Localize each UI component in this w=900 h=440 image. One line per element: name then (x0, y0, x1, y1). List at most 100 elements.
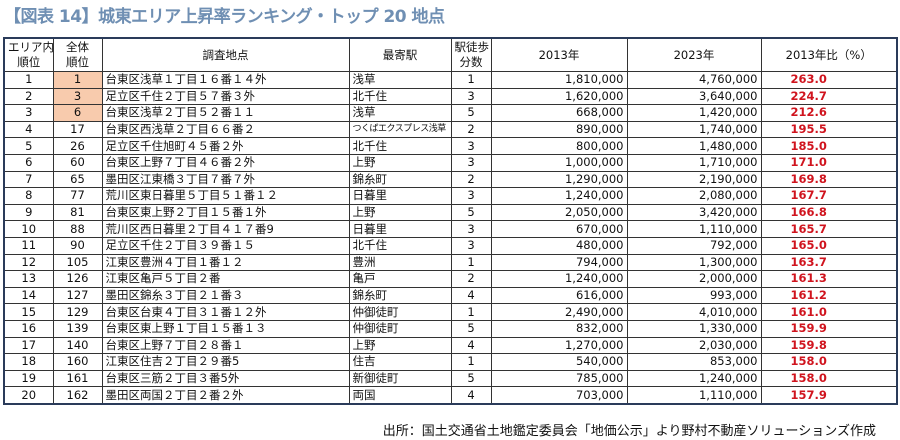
price-2023-cell: 1,240,000 (626, 369, 762, 388)
header-overall-rank: 全体 順位 (52, 37, 103, 72)
table-row: 11 90 足立区千住２丁目３９番１５ 北千住 3 480,000 792,000 165.0 (3, 236, 898, 255)
station-cell: 日暮里 (348, 187, 452, 205)
location-cell: 台東区上野７丁目４６番２外 (101, 153, 350, 172)
price-2023-cell: 1,110,000 (626, 220, 762, 238)
station-cell: 亀戸 (348, 270, 452, 288)
header-walk: 駅徒歩 分数 (450, 37, 492, 72)
location-cell: 台東区浅草２丁目５２番１１ (101, 104, 350, 122)
location-cell: 足立区千住２丁目５７番３外 (101, 87, 350, 106)
ratio-cell: 165.0 (760, 236, 898, 255)
table-row: 20 162 墨田区両国２丁目２番２外 両国 4 703,000 1,110,000 157.… (3, 386, 898, 405)
station-cell: 浅草 (348, 71, 452, 89)
walk-minutes-cell: 3 (450, 137, 492, 155)
area-rank-cell: 18 (3, 353, 54, 371)
location-cell: 台東区西浅草２丁目６６番２ (101, 120, 350, 139)
location-cell: 足立区千住旭町４５番２外 (101, 137, 350, 155)
price-2023-cell: 2,080,000 (626, 187, 762, 205)
overall-rank-cell: 77 (52, 187, 103, 205)
price-2013-cell: 670,000 (490, 220, 628, 238)
header-location: 調査地点 (101, 37, 350, 72)
station-cell: 北千住 (348, 137, 452, 155)
area-rank-cell: 12 (3, 253, 54, 272)
station-cell: 北千住 (348, 87, 452, 106)
walk-minutes-cell: 3 (450, 87, 492, 106)
source-note: 出所：国土交通省土地鑑定委員会「地価公示」より野村不動産ソリューションズ作成 (382, 424, 876, 439)
price-2013-cell: 1,240,000 (490, 270, 628, 288)
walk-minutes-cell: 4 (450, 386, 492, 405)
table-row: 2 3 足立区千住２丁目５７番３外 北千住 3 1,620,000 3,640,000 224… (3, 87, 898, 106)
ratio-cell: 185.0 (760, 137, 898, 155)
location-cell: 墨田区江東橋３丁目７番７外 (101, 170, 350, 189)
location-cell: 墨田区両国２丁目２番２外 (101, 386, 350, 405)
overall-rank-cell: 3 (52, 87, 103, 106)
location-cell: 台東区三筋２丁目３番5外 (101, 369, 350, 388)
station-cell: 錦糸町 (348, 286, 452, 305)
header-area-rank-line2: 順位 (17, 55, 41, 69)
station-cell: 新御徒町 (348, 369, 452, 388)
ratio-cell: 158.0 (760, 353, 898, 371)
overall-rank-cell: 6 (52, 104, 103, 122)
station-cell: 北千住 (348, 236, 452, 255)
table-row: 10 88 荒川区西日暮里２丁目４１７番9 日暮里 3 670,000 1,110,000 1… (3, 220, 898, 238)
location-cell: 台東区東上野１丁目１５番１３ (101, 319, 350, 338)
walk-minutes-cell: 1 (450, 71, 492, 89)
header-station: 最寄駅 (348, 37, 452, 72)
area-rank-cell: 1 (3, 71, 54, 89)
area-rank-cell: 19 (3, 369, 54, 388)
station-cell: 日暮里 (348, 220, 452, 238)
area-rank-cell: 2 (3, 87, 54, 106)
price-2023-cell: 2,030,000 (626, 336, 762, 355)
price-2023-cell: 2,190,000 (626, 170, 762, 189)
location-cell: 江東区住吉２丁目２９番5 (101, 353, 350, 371)
location-cell: 台東区台東４丁目３１番１２外 (101, 303, 350, 321)
header-overall-rank-line2: 順位 (66, 55, 89, 69)
overall-rank-cell: 81 (52, 203, 103, 222)
location-cell: 荒川区東日暮里５丁目５１番１２ (101, 187, 350, 205)
area-rank-cell: 14 (3, 286, 54, 305)
area-rank-cell: 17 (3, 336, 54, 355)
header-2013: 2013年 (490, 37, 628, 72)
ratio-cell: 163.7 (760, 253, 898, 272)
overall-rank-cell: 1 (52, 71, 103, 89)
station-cell: 上野 (348, 203, 452, 222)
area-rank-cell: 9 (3, 203, 54, 222)
area-rank-cell: 5 (3, 137, 54, 155)
price-2013-cell: 785,000 (490, 369, 628, 388)
station-cell: 上野 (348, 153, 452, 172)
table-row: 18 160 江東区住吉２丁目２９番5 住吉 1 540,000 853,000 158.0 (3, 353, 898, 371)
table-row: 19 161 台東区三筋２丁目３番5外 新御徒町 5 785,000 1,240,000 15… (3, 369, 898, 388)
overall-rank-cell: 129 (52, 303, 103, 321)
area-rank-cell: 11 (3, 236, 54, 255)
walk-minutes-cell: 2 (450, 120, 492, 139)
area-rank-cell: 3 (3, 104, 54, 122)
price-2023-cell: 1,420,000 (626, 104, 762, 122)
area-rank-cell: 13 (3, 270, 54, 288)
ratio-cell: 159.8 (760, 336, 898, 355)
overall-rank-cell: 139 (52, 319, 103, 338)
table-row: 9 81 台東区東上野２丁目１５番１外 上野 5 2,050,000 3,420,000 16… (3, 203, 898, 222)
header-overall-rank-line1: 全体 (66, 40, 89, 54)
ranking-table: エリア内 順位 全体 順位 調査地点 最寄駅 駅徒歩 分数 2013年 2023年 2… (3, 37, 898, 405)
walk-minutes-cell: 4 (450, 336, 492, 355)
ratio-cell: 224.7 (760, 87, 898, 106)
area-rank-cell: 20 (3, 386, 54, 405)
header-area-rank-line1: エリア内 (8, 40, 53, 54)
walk-minutes-cell: 3 (450, 220, 492, 238)
ratio-cell: 165.7 (760, 220, 898, 238)
walk-minutes-cell: 3 (450, 236, 492, 255)
ratio-cell: 161.0 (760, 303, 898, 321)
price-2023-cell: 4,760,000 (626, 71, 762, 89)
price-2013-cell: 800,000 (490, 137, 628, 155)
table-row: 7 65 墨田区江東橋３丁目７番７外 錦糸町 2 1,290,000 2,190,000 16… (3, 170, 898, 189)
overall-rank-cell: 162 (52, 386, 103, 405)
walk-minutes-cell: 4 (450, 286, 492, 305)
area-rank-cell: 4 (3, 120, 54, 139)
header-ratio: 2013年比（%） (760, 37, 898, 72)
location-cell: 足立区千住２丁目３９番１５ (101, 236, 350, 255)
table-row: 8 77 荒川区東日暮里５丁目５１番１２ 日暮里 3 1,240,000 2,080,000… (3, 187, 898, 205)
area-rank-cell: 16 (3, 319, 54, 338)
ratio-cell: 263.0 (760, 71, 898, 89)
price-2013-cell: 668,000 (490, 104, 628, 122)
ratio-cell: 158.0 (760, 369, 898, 388)
station-cell: 豊洲 (348, 253, 452, 272)
